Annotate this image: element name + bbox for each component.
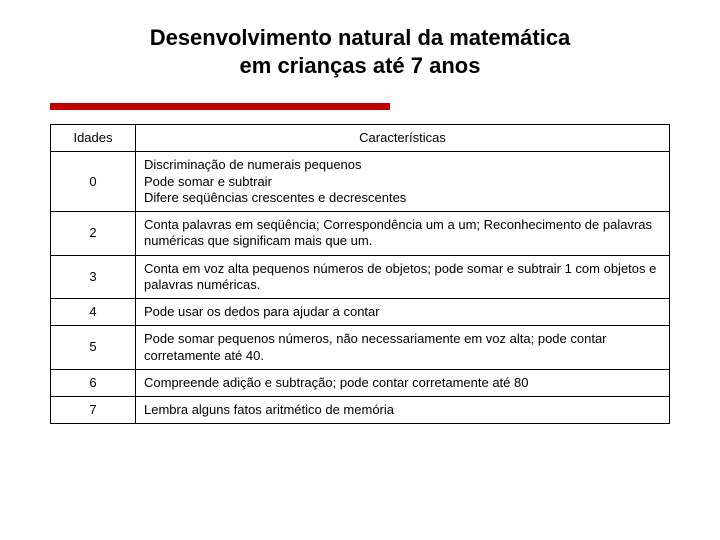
slide-container: Desenvolvimento natural da matemática em… <box>0 0 720 540</box>
desc-cell: Discriminação de numerais pequenosPode s… <box>136 152 670 212</box>
table-row: 7 Lembra alguns fatos aritmético de memó… <box>51 397 670 424</box>
table-row: 2 Conta palavras em seqüência; Correspon… <box>51 212 670 256</box>
age-cell: 7 <box>51 397 136 424</box>
age-cell: 0 <box>51 152 136 212</box>
table-row: 3 Conta em voz alta pequenos números de … <box>51 255 670 299</box>
table-row: 4 Pode usar os dedos para ajudar a conta… <box>51 299 670 326</box>
age-cell: 3 <box>51 255 136 299</box>
age-cell: 6 <box>51 369 136 396</box>
table-row: 5 Pode somar pequenos números, não neces… <box>51 326 670 370</box>
table-row: 6 Compreende adição e subtração; pode co… <box>51 369 670 396</box>
red-divider <box>50 103 390 110</box>
desc-cell: Lembra alguns fatos aritmético de memóri… <box>136 397 670 424</box>
age-cell: 2 <box>51 212 136 256</box>
table-body: 0 Discriminação de numerais pequenosPode… <box>51 152 670 424</box>
table-header-row: Idades Características <box>51 125 670 152</box>
desc-cell: Pode usar os dedos para ajudar a contar <box>136 299 670 326</box>
title-line-2: em crianças até 7 anos <box>240 53 481 78</box>
desc-cell: Conta em voz alta pequenos números de ob… <box>136 255 670 299</box>
age-cell: 5 <box>51 326 136 370</box>
col-header-idades: Idades <box>51 125 136 152</box>
table-row: 0 Discriminação de numerais pequenosPode… <box>51 152 670 212</box>
slide-title: Desenvolvimento natural da matemática em… <box>50 24 670 79</box>
title-line-1: Desenvolvimento natural da matemática <box>150 25 571 50</box>
age-cell: 4 <box>51 299 136 326</box>
desc-cell: Conta palavras em seqüência; Correspondê… <box>136 212 670 256</box>
dev-table: Idades Características 0 Discriminação d… <box>50 124 670 424</box>
desc-cell: Pode somar pequenos números, não necessa… <box>136 326 670 370</box>
col-header-caracteristicas: Características <box>136 125 670 152</box>
desc-cell: Compreende adição e subtração; pode cont… <box>136 369 670 396</box>
